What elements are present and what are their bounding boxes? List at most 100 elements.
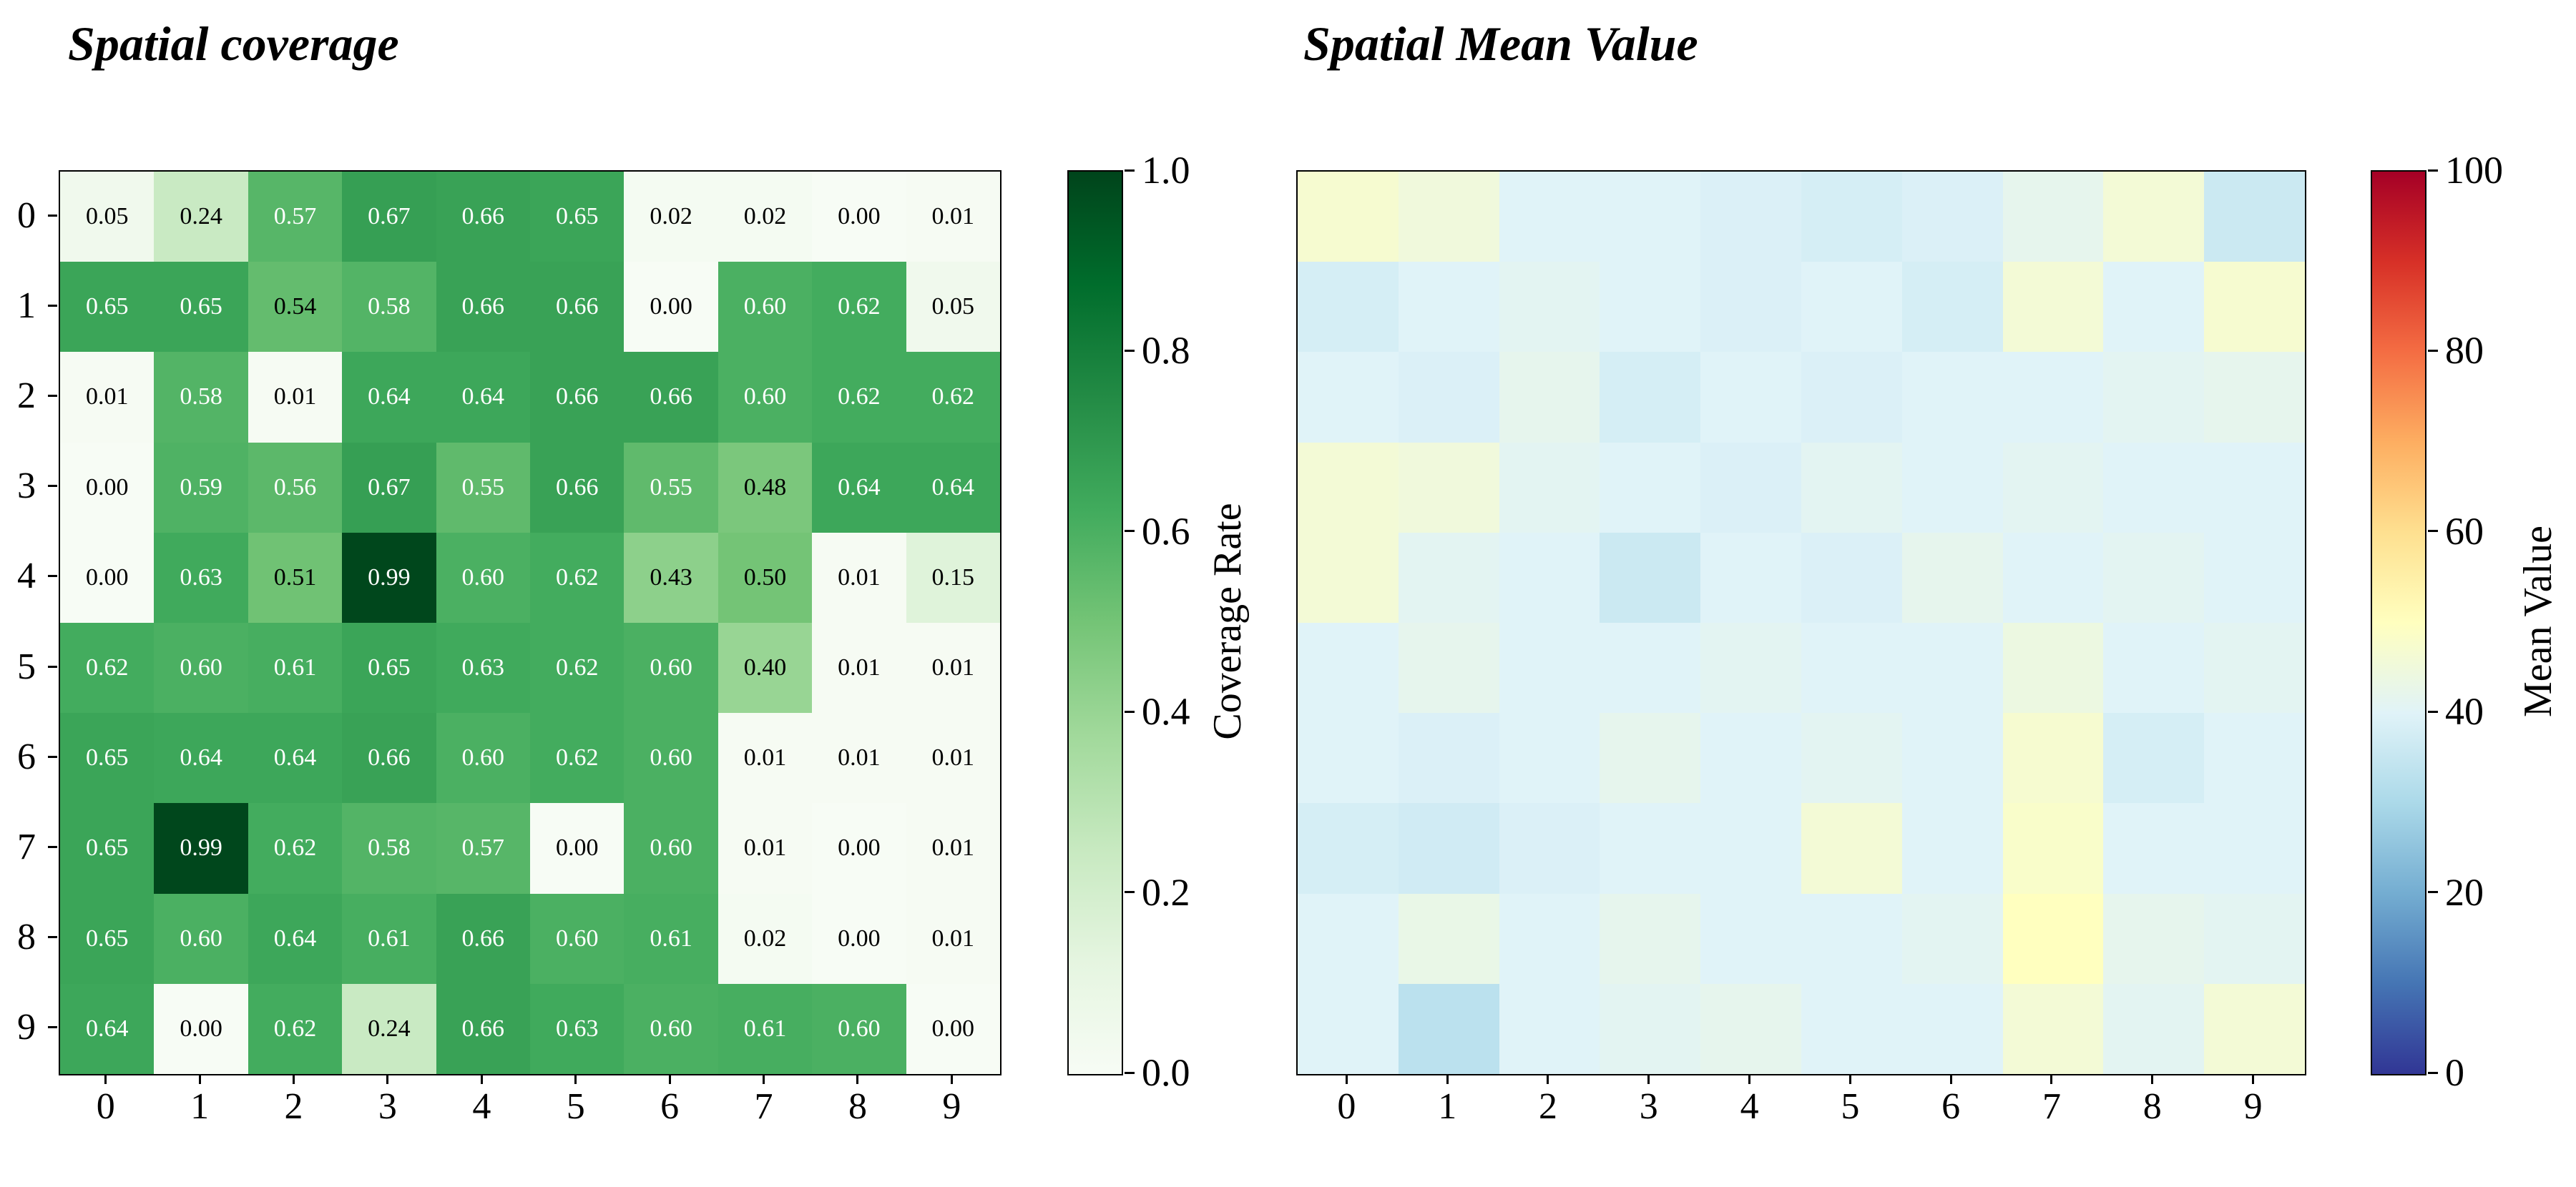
colorbar-tick: 0.2: [1125, 870, 1190, 915]
x-tick-label: 9: [942, 1086, 961, 1127]
heatmap-cell: 0.64: [60, 983, 155, 1074]
heatmap-cell: 0.56: [248, 442, 343, 533]
heatmap-cell: 0.24: [342, 983, 436, 1074]
heatmap-cell: [1700, 442, 1801, 533]
x-tick-label: 6: [660, 1086, 680, 1127]
heatmap-cell: [1700, 352, 1801, 443]
colorbar-tick: 0.0: [1125, 1050, 1190, 1095]
heatmap-cell: [2002, 172, 2104, 262]
heatmap-cell: [1398, 893, 1499, 984]
heatmap-cell: 0.05: [906, 262, 1000, 353]
heatmap-cell: 0.58: [342, 262, 436, 353]
coverage-title: Spatial coverage: [68, 16, 399, 71]
x-tick-label: 1: [190, 1086, 210, 1127]
heatmap-cell: 0.67: [342, 172, 436, 262]
heatmap-cell: [2002, 532, 2104, 623]
heatmap-cell: [1298, 352, 1399, 443]
heatmap-cell: [1801, 803, 1902, 894]
heatmap-cell: [2103, 532, 2205, 623]
heatmap-cell: [1298, 172, 1399, 262]
heatmap-cell: [1499, 803, 1600, 894]
heatmap-cell: 0.58: [154, 352, 248, 443]
y-tick-label: 4: [17, 556, 36, 597]
heatmap-cell: 0.43: [624, 532, 718, 623]
heatmap-cell: [1600, 893, 1701, 984]
x-tick-label: 4: [472, 1086, 491, 1127]
heatmap-cell: [2204, 172, 2305, 262]
heatmap-cell: [2002, 893, 2104, 984]
heatmap-cell: [1700, 262, 1801, 353]
colorbar-tick: 0: [2428, 1050, 2464, 1095]
heatmap-cell: [1801, 352, 1902, 443]
heatmap-cell: [1600, 622, 1701, 714]
heatmap-cell: 0.66: [529, 262, 625, 353]
heatmap-cell: [1398, 622, 1499, 714]
heatmap-cell: [1499, 352, 1600, 443]
x-tick-label: 2: [284, 1086, 303, 1127]
colorbar-tick: 1.0: [1125, 148, 1190, 192]
heatmap-cell: 0.99: [154, 803, 248, 894]
heatmap-cell: [2002, 983, 2104, 1074]
heatmap-cell: 0.50: [718, 532, 813, 623]
coverage-colorbar: [1067, 170, 1123, 1075]
y-tick-label: 9: [17, 1007, 36, 1048]
heatmap-cell: [1298, 532, 1399, 623]
heatmap-cell: [2002, 622, 2104, 714]
heatmap-cell: [2204, 532, 2305, 623]
heatmap-cell: 0.63: [154, 532, 248, 623]
heatmap-cell: 0.62: [812, 262, 906, 353]
heatmap-cell: 0.61: [718, 983, 813, 1074]
heatmap-cell: 0.00: [60, 442, 155, 533]
heatmap-cell: [1700, 713, 1801, 804]
heatmap-cell: 0.01: [248, 352, 343, 443]
heatmap-cell: [2204, 713, 2305, 804]
coverage-y-axis-ticks: [46, 170, 57, 1073]
heatmap-cell: 0.02: [718, 172, 813, 262]
heatmap-cell: [1499, 442, 1600, 533]
heatmap-cell: [1901, 442, 2003, 533]
heatmap-cell: 0.62: [248, 983, 343, 1074]
heatmap-cell: 0.64: [248, 893, 343, 984]
heatmap-cell: [1901, 352, 2003, 443]
heatmap-cell: 0.00: [812, 893, 906, 984]
heatmap-cell: 0.62: [248, 803, 343, 894]
heatmap-cell: [1499, 262, 1600, 353]
heatmap-cell: 0.02: [624, 172, 718, 262]
heatmap-cell: 0.60: [718, 262, 813, 353]
heatmap-cell: [2103, 622, 2205, 714]
heatmap-cell: [1901, 622, 2003, 714]
x-tick-label: 3: [1639, 1086, 1658, 1127]
heatmap-cell: [1499, 893, 1600, 984]
coverage-y-axis-labels: 0 1 2 3 4 5 6 7 8 9: [0, 170, 41, 1073]
heatmap-cell: 0.15: [906, 532, 1000, 623]
heatmap-cell: 0.00: [60, 532, 155, 623]
heatmap-cell: 0.62: [812, 352, 906, 443]
x-tick-label: 6: [1941, 1086, 1961, 1127]
heatmap-cell: [1600, 442, 1701, 533]
y-tick-label: 6: [17, 736, 36, 777]
heatmap-cell: [2103, 983, 2205, 1074]
heatmap-cell: [2103, 352, 2205, 443]
colorbar-tick: 0.4: [1125, 689, 1190, 734]
heatmap-cell: [1600, 532, 1701, 623]
heatmap-cell: 0.60: [624, 983, 718, 1074]
heatmap-cell: [2103, 893, 2205, 984]
coverage-colorbar-ticks: 1.0 0.8 0.6 0.4 0.2 0.0: [1125, 149, 1246, 1094]
heatmap-cell: [1398, 352, 1499, 443]
heatmap-cell: 0.63: [529, 983, 625, 1074]
heatmap-cell: 0.65: [342, 622, 436, 714]
heatmap-cell: 0.66: [436, 893, 530, 984]
colorbar-tick: 40: [2428, 689, 2484, 734]
heatmap-cell: [2204, 622, 2305, 714]
heatmap-cell: [1901, 893, 2003, 984]
heatmap-cell: [1499, 713, 1600, 804]
y-tick-label: 1: [17, 285, 36, 326]
heatmap-cell: 0.61: [624, 893, 718, 984]
y-tick-label: 0: [17, 194, 36, 236]
heatmap-cell: [1801, 172, 1902, 262]
x-tick-label: 0: [1337, 1086, 1356, 1127]
heatmap-cell: 0.00: [529, 803, 625, 894]
heatmap-cell: 0.54: [248, 262, 343, 353]
heatmap-cell: 0.24: [154, 172, 248, 262]
heatmap-cell: [1700, 893, 1801, 984]
